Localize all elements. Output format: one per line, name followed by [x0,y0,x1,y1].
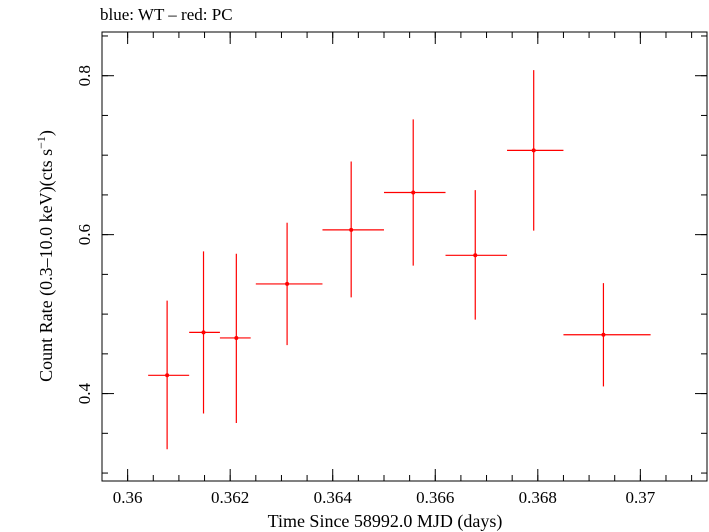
point-marker [349,227,354,232]
data-point [322,161,384,298]
y-tick-label: 0.8 [75,65,94,86]
data-point [189,251,220,414]
data-point [445,190,508,320]
y-tick-label: 0.4 [75,382,94,404]
axis-ticks [101,32,707,481]
data-point [148,300,190,450]
point-marker [411,190,416,195]
point-marker [531,148,536,153]
y-axis-label-sup: −1 [34,136,48,149]
data-point [219,253,251,423]
x-tick-label: 0.364 [314,488,353,507]
plot-frame [101,31,708,482]
chart-title: blue: WT – red: PC [100,5,233,24]
data-point [255,222,323,346]
x-axis-label: Time Since 58992.0 MJD (days) [268,511,503,532]
data-point [507,70,564,231]
point-marker [165,373,170,378]
point-marker [201,330,206,335]
point-marker [601,332,606,337]
x-tick-label: 0.362 [211,488,249,507]
y-axis-label: Count Rate (0.3–10.0 keV)(cts s−1) [34,130,57,382]
data-series [148,70,651,450]
y-axis-label-main: Count Rate (0.3–10.0 keV)(cts s [36,149,57,382]
y-tick-label: 0.6 [75,224,94,245]
data-point [383,119,446,266]
point-marker [285,281,290,286]
tick-labels: 0.36 0.362 0.364 0.366 0.368 0.37 0.4 0.6 0.8 [75,65,656,507]
x-tick-label: 0.366 [416,488,454,507]
x-tick-label: 0.37 [625,488,655,507]
x-tick-label: 0.368 [519,488,557,507]
y-axis-label-close: ) [36,130,57,136]
data-point [563,283,651,387]
x-tick-label: 0.36 [113,488,143,507]
point-marker [473,253,478,258]
point-marker [234,335,239,340]
